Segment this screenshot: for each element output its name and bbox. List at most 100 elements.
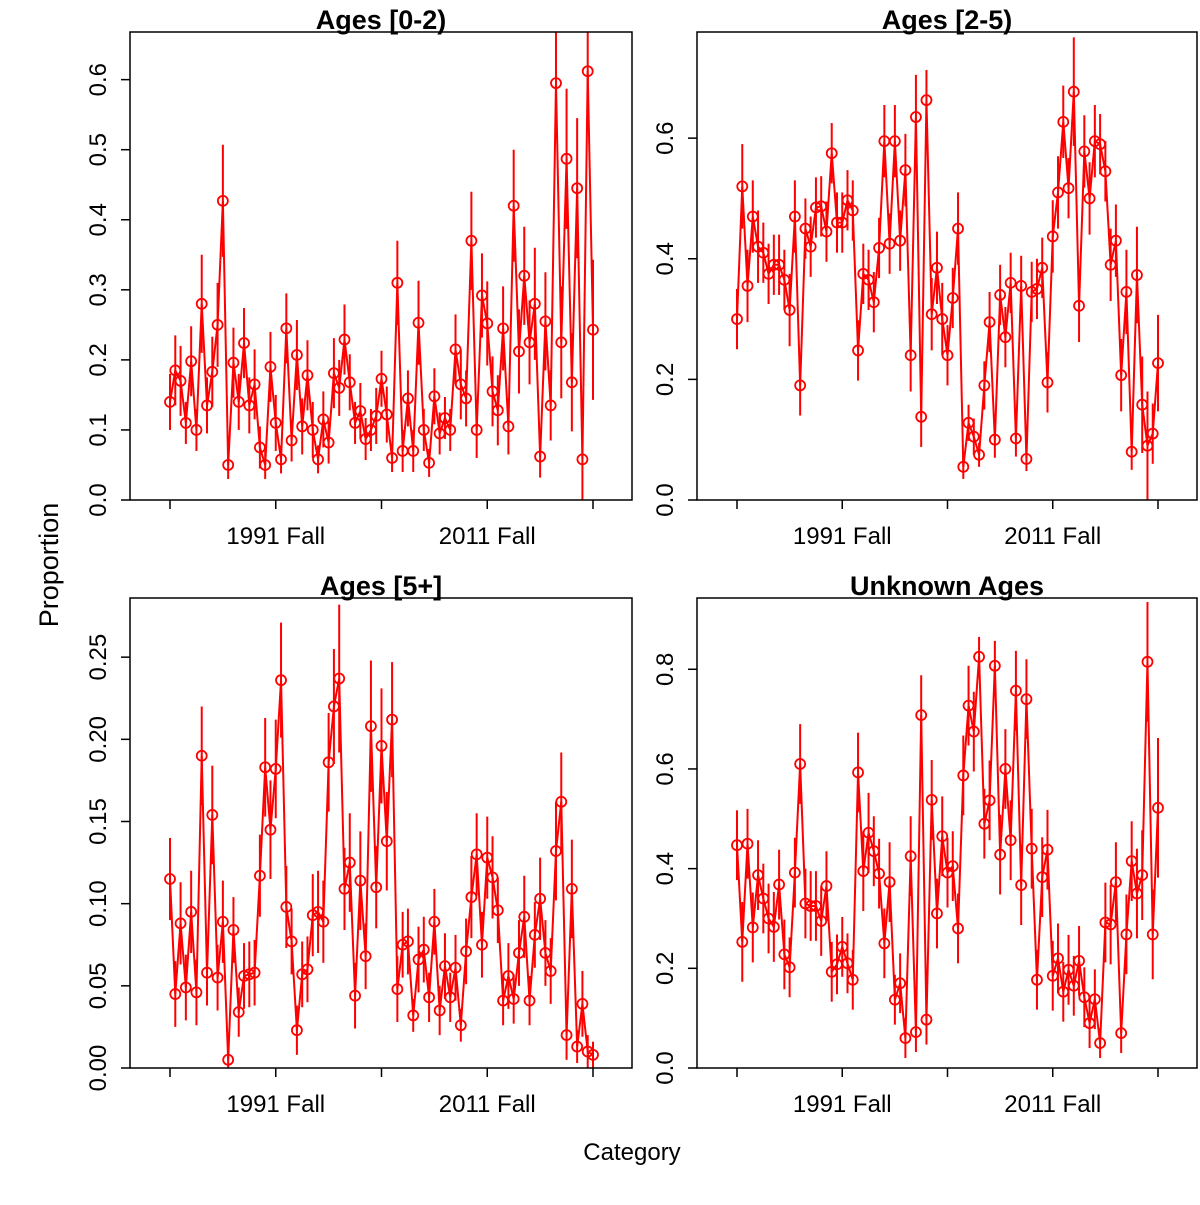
point <box>190 986 203 999</box>
point <box>1010 684 1022 697</box>
point <box>983 316 996 328</box>
y-tick-label: 0.15 <box>85 798 112 845</box>
point <box>232 1006 245 1019</box>
point <box>1110 234 1122 247</box>
point <box>1152 801 1164 814</box>
point <box>894 977 907 990</box>
panel: 0.00 0.05 0.10 0.15 0.20 0.25 1991 Fall 2011 Fa… <box>85 571 633 1118</box>
plot-data <box>164 604 599 1068</box>
point <box>523 994 536 1007</box>
point <box>1041 376 1054 389</box>
point <box>259 459 272 471</box>
point <box>391 276 404 289</box>
point <box>343 376 356 389</box>
x-tick-label: 1991 Fall <box>793 523 892 550</box>
point <box>185 355 198 368</box>
point <box>1015 879 1028 891</box>
point <box>587 323 599 336</box>
panel-title: Ages [0-2) <box>316 5 447 35</box>
x-tick-label: 1991 Fall <box>793 1091 892 1118</box>
point <box>936 830 949 843</box>
point <box>741 280 754 292</box>
point <box>957 460 970 473</box>
point <box>952 922 964 935</box>
point <box>222 1053 235 1066</box>
point <box>169 988 182 1000</box>
point <box>195 297 208 310</box>
point <box>269 763 282 775</box>
point <box>306 424 319 436</box>
point <box>338 333 351 346</box>
point <box>206 809 219 821</box>
point <box>507 993 520 1005</box>
point <box>253 869 266 882</box>
x-tick-label: 1991 Fall <box>226 523 325 550</box>
point <box>1057 115 1070 128</box>
point <box>539 315 552 328</box>
point <box>820 225 833 238</box>
point <box>967 430 980 443</box>
point <box>783 961 796 974</box>
panel-title: Ages [5+] <box>320 571 442 601</box>
point <box>518 269 531 282</box>
point <box>248 966 261 979</box>
point <box>386 713 398 726</box>
point <box>883 876 896 888</box>
point <box>1041 843 1054 856</box>
point <box>988 433 1001 446</box>
point <box>560 152 573 165</box>
point <box>1110 876 1122 888</box>
point <box>179 981 192 994</box>
point <box>333 672 346 685</box>
point <box>428 390 441 403</box>
point <box>957 769 970 782</box>
point <box>1094 1037 1107 1049</box>
point <box>1146 427 1159 440</box>
point <box>899 164 912 177</box>
point <box>1120 928 1133 941</box>
x-tick-label: 2011 Fall <box>1004 523 1101 550</box>
point <box>846 973 859 986</box>
point <box>285 935 298 948</box>
point <box>978 379 991 392</box>
y-tick-label: 0.8 <box>652 653 679 686</box>
point <box>460 945 473 958</box>
plot-frame <box>129 31 633 501</box>
y-tick-label: 0.05 <box>85 962 112 1009</box>
point <box>391 983 404 996</box>
point <box>565 376 578 389</box>
plot-frame <box>129 597 633 1069</box>
point <box>285 434 298 447</box>
point <box>736 180 749 193</box>
point <box>873 242 885 254</box>
point <box>375 740 388 752</box>
point <box>470 848 483 861</box>
panel: 0.0 0.2 0.4 0.6 1991 Fall 2011 Fall Ages [2-5) <box>652 5 1198 550</box>
point <box>528 297 541 310</box>
panel: 0.0 0.1 0.2 0.3 0.4 0.5 0.6 1991 Fall 2011 Fall A… <box>85 5 633 550</box>
point <box>206 365 219 378</box>
point <box>746 921 759 934</box>
point <box>174 917 187 930</box>
point <box>888 135 901 148</box>
point <box>1131 269 1143 281</box>
point <box>973 448 985 461</box>
point <box>317 915 330 928</box>
point <box>741 837 754 850</box>
x-tick-label: 2011 Fall <box>439 523 536 550</box>
point <box>1141 655 1154 668</box>
point <box>476 938 488 951</box>
point <box>1010 432 1022 445</box>
x-axis-title: Category <box>583 1139 680 1166</box>
point <box>846 204 859 217</box>
point <box>423 991 435 1004</box>
point <box>581 65 594 78</box>
point <box>375 372 388 385</box>
point <box>1088 993 1101 1006</box>
point <box>904 349 917 362</box>
point <box>736 936 749 948</box>
point <box>576 453 589 466</box>
point <box>773 878 785 891</box>
point <box>794 758 807 770</box>
